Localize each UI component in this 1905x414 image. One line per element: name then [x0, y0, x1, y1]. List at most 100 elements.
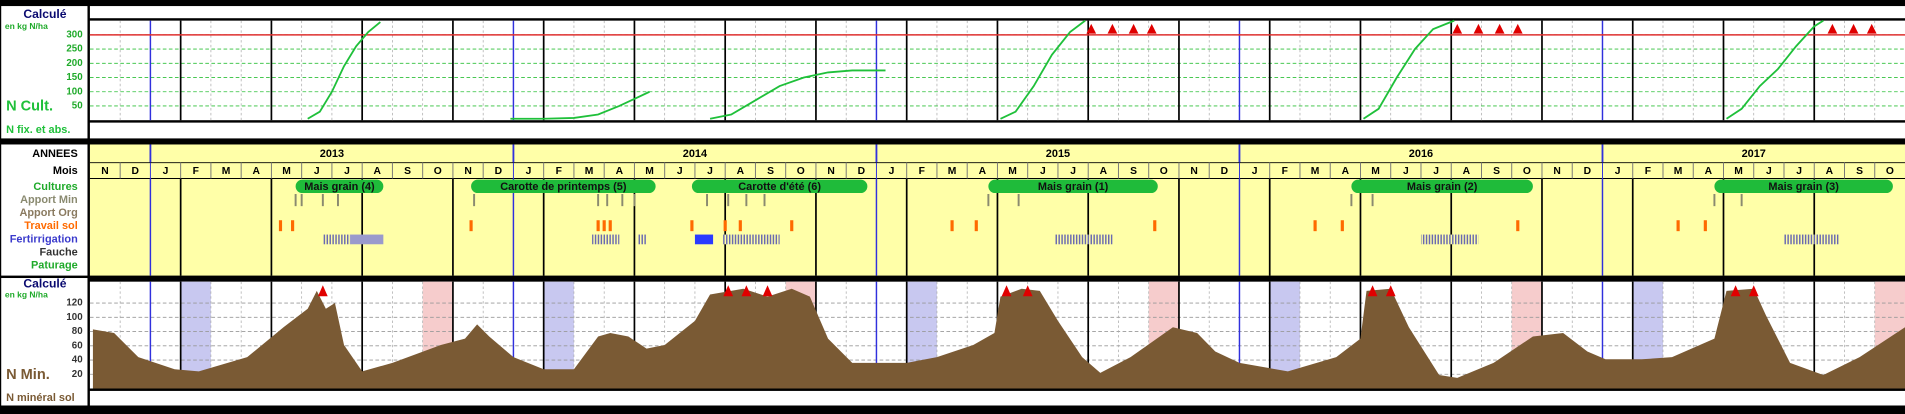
n-cult-curve: [1726, 19, 1824, 120]
travail-sol-mark: [291, 220, 295, 232]
apport-min-mark: [1713, 194, 1716, 207]
month-label: J: [526, 166, 532, 177]
alert-marker: [1730, 285, 1741, 297]
alert-marker: [741, 285, 752, 297]
y-tick-label: 20: [72, 369, 83, 380]
travail-sol-mark: [1516, 220, 1520, 232]
top-strip: [89, 6, 1905, 19]
y-tick-label: 120: [66, 298, 82, 309]
row-label: Fertirrigation: [10, 233, 78, 245]
month-label: A: [1826, 166, 1834, 177]
month-label: O: [1160, 166, 1168, 177]
month-label: M: [1008, 166, 1017, 177]
year-label: 2014: [683, 148, 708, 160]
row-label: Paturage: [31, 260, 78, 272]
bottom-footer-row: [89, 390, 1905, 406]
month-label: J: [1796, 166, 1802, 177]
n-cult-curve: [709, 69, 886, 120]
top-label-panel: [1, 6, 88, 139]
fertirrigation-mark: [592, 234, 620, 245]
travail-sol-mark: [790, 220, 794, 232]
y-tick-label: 300: [66, 29, 82, 40]
apport-min-mark: [294, 194, 297, 207]
month-label: O: [1886, 166, 1894, 177]
month-label: A: [1342, 166, 1350, 177]
year-label: 2017: [1742, 148, 1766, 160]
fertirrigation-mark: [1054, 234, 1113, 245]
month-label: N: [827, 166, 834, 177]
month-label: J: [1040, 166, 1046, 177]
panel-footer: N fix. et abs.: [6, 124, 70, 136]
month-label: S: [1493, 166, 1500, 177]
alert-marker: [1146, 23, 1157, 34]
fertirrigation-mark: [350, 234, 384, 245]
travail-sol-mark: [690, 220, 694, 232]
travail-sol-mark: [602, 220, 606, 232]
month-label: M: [948, 166, 957, 177]
month-label: M: [1311, 166, 1320, 177]
alert-marker: [1494, 23, 1505, 34]
row-label: Cultures: [33, 181, 77, 193]
month-label: A: [1100, 166, 1108, 177]
month-label: J: [1615, 166, 1621, 177]
y-tick-label: 50: [72, 101, 83, 112]
fertirrigation-mark: [694, 234, 714, 245]
alert-marker: [1128, 23, 1139, 34]
alert-marker: [1848, 23, 1859, 34]
alert-marker: [1866, 23, 1877, 34]
month-label: F: [193, 166, 199, 177]
month-label: O: [1523, 166, 1531, 177]
month-label: J: [707, 166, 713, 177]
month-label: D: [1584, 166, 1592, 177]
bottom-label-panel: [1, 278, 88, 406]
travail-sol-mark: [950, 220, 954, 232]
crop-label: Carotte d'été (6): [738, 181, 821, 193]
month-label: J: [677, 166, 683, 177]
alert-marker: [1022, 285, 1033, 297]
month-label: O: [797, 166, 805, 177]
month-label: S: [767, 166, 774, 177]
apport-min-mark: [300, 194, 303, 207]
month-label: S: [1856, 166, 1863, 177]
apport-min-mark: [706, 194, 709, 207]
month-label: D: [495, 166, 503, 177]
travail-sol-mark: [278, 220, 283, 232]
row-label: Travail sol: [24, 220, 77, 232]
crop-label: Mais grain (1): [1038, 181, 1109, 193]
alert-marker: [1086, 23, 1097, 34]
apport-min-mark: [987, 194, 990, 207]
travail-sol-mark: [723, 220, 727, 232]
month-label: A: [374, 166, 382, 177]
row-label: Apport Org: [19, 207, 77, 219]
month-label: F: [1282, 166, 1288, 177]
crop-label: Mais grain (3): [1768, 181, 1839, 193]
crop-bar: [691, 179, 868, 194]
n-min-area: [92, 288, 1905, 389]
month-label: J: [1433, 166, 1439, 177]
alert-marker: [1385, 285, 1396, 297]
crop-bar: [1351, 179, 1533, 194]
n-cult-curve: [307, 21, 381, 120]
crop-bar: [1714, 179, 1893, 194]
year-label: 2015: [1046, 148, 1070, 160]
month-label: N: [1553, 166, 1560, 177]
month-label: M: [282, 166, 291, 177]
apport-min-mark: [745, 194, 748, 207]
year-label: 2016: [1409, 148, 1433, 160]
alert-marker: [1107, 23, 1118, 34]
month-label: F: [556, 166, 562, 177]
panel-unit: en kg N/ha: [5, 21, 48, 31]
month-label: J: [314, 166, 320, 177]
travail-sol-mark: [1340, 220, 1344, 232]
apport-min-mark: [1017, 194, 1020, 207]
apport-min-mark: [621, 194, 624, 207]
crop-label: Mais grain (2): [1407, 181, 1478, 193]
alert-marker: [1512, 23, 1523, 34]
month-label: N: [464, 166, 471, 177]
year-label: 2013: [320, 148, 344, 160]
n-cult-curve: [1362, 19, 1455, 120]
y-tick-label: 80: [72, 326, 83, 337]
apport-min-mark: [1740, 194, 1743, 207]
